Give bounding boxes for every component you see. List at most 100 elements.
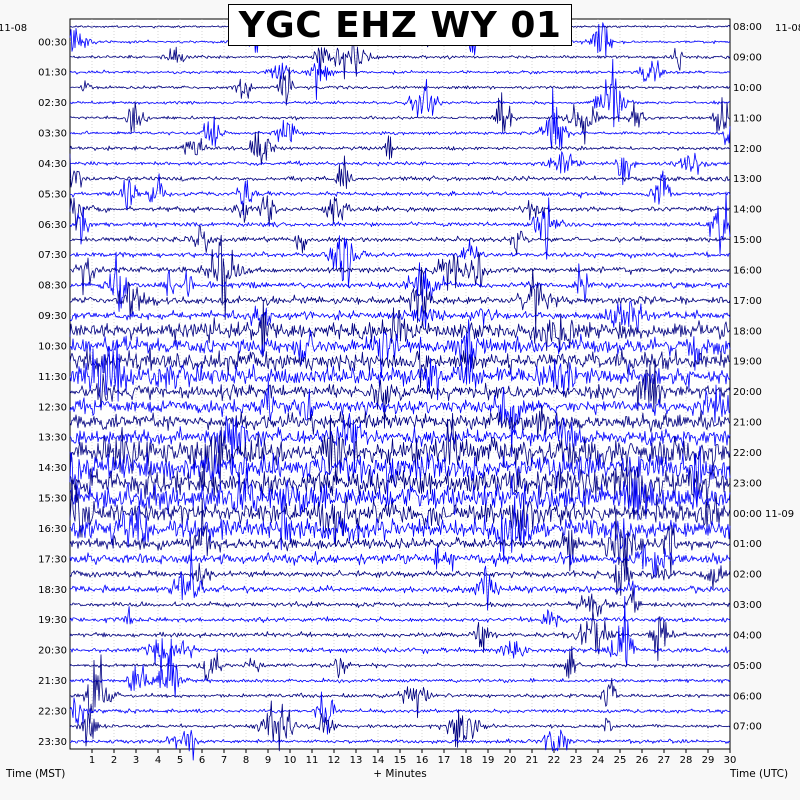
- trace-row: [69, 267, 731, 330]
- left-time-label: 04:30: [38, 159, 67, 170]
- trace-row: [69, 38, 731, 80]
- x-tick-label: 4: [155, 755, 161, 766]
- x-tick-label: 16: [416, 755, 429, 766]
- right-time-label: 22:00: [733, 448, 762, 459]
- right-time-label: 16:00: [733, 265, 762, 276]
- x-tick-label: 15: [394, 755, 407, 766]
- trace-row: [69, 691, 731, 735]
- x-tick-label: 9: [265, 755, 271, 766]
- right-date-label: 11-08: [775, 23, 800, 34]
- right-time-label: 14:00: [733, 205, 762, 216]
- trace-row: [69, 543, 731, 579]
- seismic-traces: [69, 4, 731, 761]
- trace-row: [69, 654, 730, 724]
- left-time-label: 20:30: [38, 646, 67, 657]
- chart-title: YGC EHZ WY 01: [228, 4, 572, 46]
- x-tick-label: 1: [89, 755, 95, 766]
- trace-row: [69, 235, 731, 288]
- trace-row: [69, 596, 731, 680]
- trace-row: [69, 191, 731, 260]
- left-time-label: 05:30: [38, 189, 67, 200]
- trace-row: [69, 380, 731, 457]
- right-time-label: 06:00: [733, 691, 762, 702]
- x-tick-label: 22: [548, 755, 561, 766]
- right-time-label: 09:00: [733, 53, 762, 64]
- left-time-label: 21:30: [38, 676, 67, 687]
- trace-row: [69, 488, 731, 559]
- x-tick-label: 28: [680, 755, 693, 766]
- left-time-label: 09:30: [38, 311, 67, 322]
- right-time-label: 15:00: [733, 235, 762, 246]
- left-time-label: 14:30: [38, 463, 67, 474]
- trace-row: [69, 340, 731, 402]
- right-time-label: 07:00: [733, 722, 762, 733]
- left-time-label: 12:30: [38, 402, 67, 413]
- x-tick-label: 23: [570, 755, 583, 766]
- left-time-label: 15:30: [38, 494, 67, 505]
- trace-row: [69, 225, 731, 255]
- left-time-label: 13:30: [38, 433, 67, 444]
- right-time-label: 12:00: [733, 144, 762, 155]
- trace-row: [69, 549, 731, 596]
- trace-row: [69, 610, 731, 662]
- right-time-label: 04:00: [733, 630, 762, 641]
- right-time-label: 10:00: [733, 83, 762, 94]
- x-axis-label: + Minutes: [373, 768, 426, 780]
- right-axis-label: Time (UTC): [729, 768, 788, 780]
- right-time-label: 20:00: [733, 387, 762, 398]
- trace-row: [69, 479, 731, 547]
- right-time-label: 17:00: [733, 296, 762, 307]
- trace-row: [69, 646, 731, 682]
- trace-row: [69, 300, 731, 358]
- trace-row: [69, 467, 731, 521]
- right-time-label: 11:00: [733, 113, 762, 124]
- trace-row: [69, 413, 731, 474]
- left-date-label: 11-08: [0, 23, 27, 34]
- x-tick-label: 25: [614, 755, 627, 766]
- right-time-axis: 08:00 09:00 10:00 11:00 12:00 13:00 14:00 15:00…: [733, 22, 794, 733]
- x-tick-label: 29: [702, 755, 715, 766]
- right-time-label: 18:00: [733, 326, 762, 337]
- left-time-label: 22:30: [38, 706, 67, 717]
- right-time-label: 23:00: [733, 478, 762, 489]
- trace-row: [69, 445, 731, 507]
- trace-row: [69, 151, 731, 186]
- left-time-label: 18:30: [38, 585, 67, 596]
- trace-row: [69, 497, 731, 577]
- trace-row: [70, 234, 731, 320]
- right-time-label: 01:00: [733, 539, 762, 550]
- x-tick-label: 5: [177, 755, 183, 766]
- trace-row: [69, 347, 731, 388]
- left-time-label: 11:30: [38, 372, 67, 383]
- trace-row: [69, 170, 731, 216]
- x-tick-label: 3: [133, 755, 139, 766]
- right-time-label: 03:00: [733, 600, 762, 611]
- left-time-label: 23:30: [38, 737, 67, 748]
- trace-row: [69, 251, 731, 312]
- left-time-label: 03:30: [38, 129, 67, 140]
- right-time-label: 08:00: [733, 22, 762, 33]
- x-tick-label: 14: [372, 755, 385, 766]
- x-tick-label: 18: [460, 755, 473, 766]
- trace-row: [70, 729, 731, 761]
- trace-row: [69, 130, 731, 166]
- left-time-label: 10:30: [38, 341, 67, 352]
- trace-row: [69, 462, 731, 517]
- trace-row: [69, 87, 731, 150]
- trace-row: [69, 67, 731, 106]
- plot-area: [69, 18, 731, 750]
- left-time-label: 17:30: [38, 554, 67, 565]
- left-time-label: 07:30: [38, 250, 67, 261]
- trace-row: [69, 319, 731, 377]
- x-tick-label: 27: [658, 755, 671, 766]
- trace-row: [69, 361, 731, 429]
- trace-row: [69, 92, 731, 145]
- x-tick-label: 26: [636, 755, 649, 766]
- x-tick-label: 13: [350, 755, 363, 766]
- left-time-label: 00:30: [38, 37, 67, 48]
- trace-row: [69, 638, 731, 698]
- trace-row: [69, 700, 731, 752]
- trace-row: [69, 547, 731, 611]
- left-time-label: 19:30: [38, 615, 67, 626]
